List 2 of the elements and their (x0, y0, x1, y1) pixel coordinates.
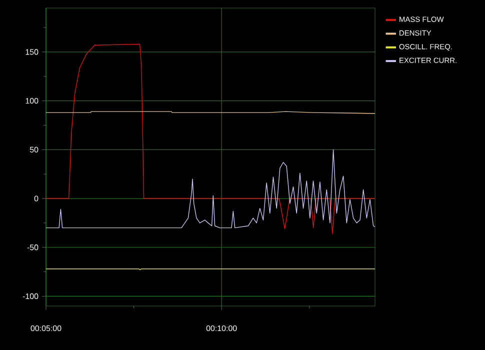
line-series (46, 44, 376, 234)
line-series (46, 149, 376, 228)
